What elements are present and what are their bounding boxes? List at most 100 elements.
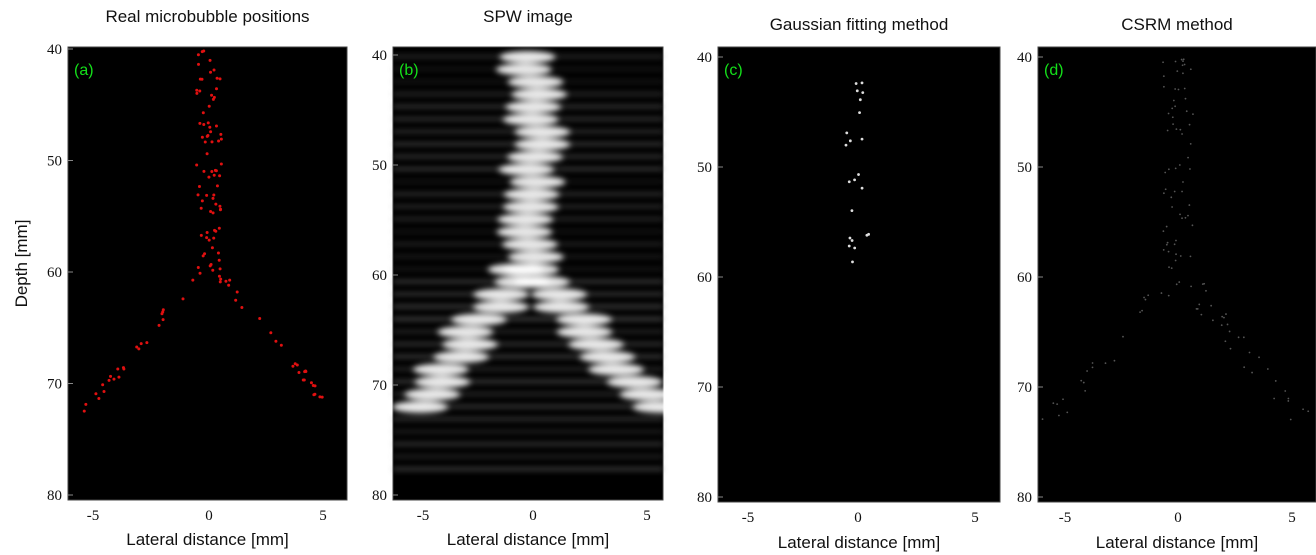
panel: Gaussian fitting method (c) 40 50 60 70 80 -5 0 5…	[697, 15, 1001, 552]
echo	[533, 301, 590, 313]
panel-title: Real microbubble positions	[105, 7, 309, 26]
bubble	[205, 152, 209, 156]
bubble	[210, 170, 214, 174]
dot	[1175, 253, 1177, 256]
bubble	[195, 163, 199, 167]
bubble	[210, 246, 214, 250]
echo	[502, 201, 559, 213]
y-tick-label: 40	[372, 48, 387, 64]
dot	[1200, 313, 1203, 316]
dot	[1066, 411, 1069, 414]
bubble	[200, 199, 204, 203]
bubble	[214, 124, 218, 128]
echo	[514, 276, 571, 288]
bubble	[217, 258, 221, 262]
dot	[1113, 359, 1116, 362]
bubble	[218, 204, 222, 208]
echo	[392, 401, 449, 413]
echo	[514, 138, 571, 151]
dot	[1171, 206, 1174, 208]
dot	[867, 232, 871, 236]
bubble	[135, 345, 139, 349]
bubble	[161, 318, 165, 322]
dot	[1172, 123, 1174, 126]
bubble	[197, 62, 201, 66]
bubble	[196, 266, 200, 270]
bubble	[219, 137, 223, 141]
dot	[1086, 370, 1088, 372]
bubble	[211, 196, 215, 200]
bubble	[202, 122, 206, 126]
dot	[1167, 294, 1170, 297]
echo	[499, 51, 556, 63]
dot	[1184, 97, 1187, 100]
echo	[619, 388, 676, 401]
band	[393, 342, 663, 346]
dot	[1163, 85, 1165, 88]
bubble	[227, 283, 231, 287]
dot	[1182, 72, 1184, 75]
dot	[1175, 128, 1178, 131]
bubble	[117, 375, 121, 379]
bubble	[313, 384, 317, 388]
dot	[1080, 379, 1083, 382]
bubble	[207, 104, 211, 108]
dot	[1287, 400, 1290, 402]
dot	[1258, 356, 1260, 359]
bubble	[301, 378, 305, 382]
bubble	[207, 238, 211, 242]
dot	[1205, 289, 1207, 292]
bubble	[201, 111, 205, 115]
bubble	[218, 77, 222, 81]
dot	[1170, 196, 1173, 199]
panel: SPW image (b) 40 50 60 70 80 -5 0 5 Lateral distan…	[372, 7, 689, 549]
dot	[848, 236, 852, 240]
echo	[501, 238, 558, 251]
bubble	[205, 231, 209, 235]
dot	[1171, 116, 1174, 119]
dot	[1091, 366, 1094, 369]
dot	[1181, 190, 1183, 193]
dot	[861, 91, 865, 94]
echo	[588, 363, 645, 376]
dot	[1162, 192, 1165, 195]
dot	[850, 239, 854, 242]
dot	[1228, 330, 1231, 333]
bubble	[211, 268, 215, 272]
dot	[1167, 168, 1170, 171]
dot	[1302, 408, 1304, 411]
dot	[1179, 255, 1182, 257]
echo	[514, 126, 571, 138]
dot	[1182, 60, 1184, 63]
bubble	[215, 87, 219, 91]
bubble	[197, 185, 201, 189]
echo	[555, 313, 612, 326]
echo	[497, 213, 554, 226]
bubble	[196, 53, 200, 57]
bubble	[215, 76, 219, 80]
dot	[1181, 64, 1184, 67]
image	[1037, 46, 1316, 503]
dot	[858, 98, 862, 102]
echo	[511, 88, 568, 101]
dot	[860, 81, 864, 85]
echo	[498, 163, 555, 176]
dot	[1168, 266, 1170, 269]
bubble	[212, 173, 216, 177]
dot	[1082, 381, 1085, 384]
bubble	[291, 364, 295, 368]
band	[393, 330, 663, 333]
dot	[1210, 304, 1213, 307]
bubble	[205, 134, 209, 138]
dot	[1165, 225, 1168, 228]
dot	[1189, 255, 1192, 258]
x-axis-label: Lateral distance [mm]	[1096, 533, 1259, 552]
bubble	[218, 174, 222, 178]
x-tick-label: 0	[205, 508, 213, 524]
dot	[1141, 309, 1143, 312]
bubble	[312, 393, 316, 397]
bubble	[274, 339, 278, 343]
echo	[472, 301, 529, 313]
x-axis-label: Lateral distance [mm]	[447, 530, 610, 549]
bubble	[97, 397, 101, 401]
